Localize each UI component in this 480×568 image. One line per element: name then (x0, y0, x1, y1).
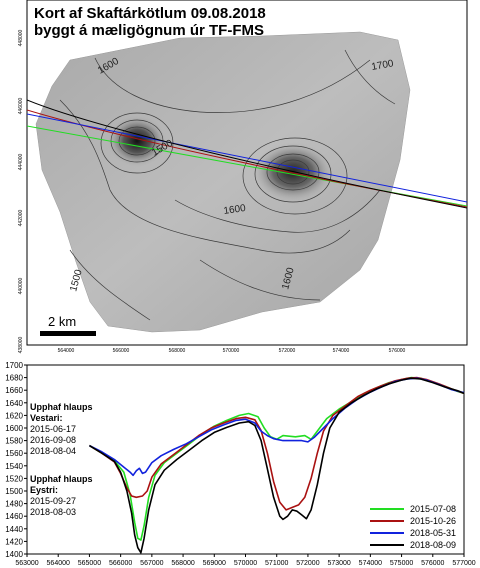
scale-bar-label: 2 km (48, 314, 76, 329)
legend-label: 2015-10-26 (410, 516, 456, 526)
y-tick-label: 1580 (5, 437, 23, 446)
west-cauldron (107, 115, 167, 167)
x-tick-label: 570000 (234, 560, 257, 567)
east-note-sub: Eystri: (30, 485, 58, 495)
y-tick-label: 1440 (5, 525, 23, 534)
west-note-date: 2018-08-04 (30, 446, 76, 456)
map-y-tick: 440000 (18, 277, 24, 294)
y-tick-label: 1620 (5, 411, 23, 420)
series-line-2015-10-26 (88, 376, 465, 511)
y-tick-label: 1680 (5, 374, 23, 383)
y-tick-label: 1520 (5, 474, 23, 483)
x-tick-label: 569000 (203, 560, 226, 567)
series-line-2018-08-09 (88, 377, 465, 554)
map-x-tick: 572000 (279, 348, 296, 354)
x-tick-label: 573000 (327, 560, 350, 567)
legend-label: 2018-08-09 (410, 540, 456, 550)
legend-label: 2015-07-08 (410, 504, 456, 514)
east-note-date: 2015-09-27 (30, 496, 76, 506)
map-x-tick: 564000 (58, 348, 75, 354)
map-x-ticks: 564000 566000 568000 570000 572000 57400… (58, 348, 406, 354)
x-tick-label: 563000 (15, 560, 38, 567)
x-tick-label: 574000 (359, 560, 382, 567)
profile-line-2018-05-31 (27, 113, 467, 203)
y-tick-label: 1480 (5, 500, 23, 509)
y-tick-label: 1400 (5, 550, 23, 559)
east-note-date: 2018-08-03 (30, 507, 76, 517)
y-tick-label: 1560 (5, 449, 23, 458)
map-title-line2: byggt á mæligögnum úr TF-FMS (34, 22, 264, 39)
y-tick-label: 1500 (5, 487, 23, 496)
scale-bar-line (40, 331, 96, 336)
map-y-tick: 438000 (18, 336, 24, 353)
profile-chart: 1400 1420 1440 1460 1480 1500 1520 1540 1560 1580… (5, 361, 476, 567)
legend-label: 2018-05-31 (410, 528, 456, 538)
x-axis: 563000 564000 565000 566000 567000 568000 5690… (15, 554, 476, 567)
map-panel: Kort af Skaftárkötlum 09.08.2018 byggt á… (18, 0, 468, 354)
legend: 2015-07-08 2015-10-26 2018-05-31 2018-08-09 (370, 504, 456, 550)
series-lines (88, 376, 465, 554)
map-title-line1: Kort af Skaftárkötlum 09.08.2018 (34, 5, 266, 22)
map-y-tick: 448000 (18, 29, 24, 46)
x-tick-label: 572000 (296, 560, 319, 567)
y-tick-label: 1540 (5, 462, 23, 471)
scale-bar: 2 km (40, 314, 96, 336)
east-onset-note: Upphaf hlaups Eystri: 2015-09-27 2018-08… (30, 474, 93, 517)
west-note-date: 2015-06-17 (30, 424, 76, 434)
profile-lines (27, 99, 467, 209)
x-tick-label: 568000 (171, 560, 194, 567)
y-tick-label: 1460 (5, 512, 23, 521)
x-tick-label: 575000 (390, 560, 413, 567)
plot-area (26, 364, 465, 555)
map-x-tick: 574000 (333, 348, 350, 354)
x-tick-label: 565000 (78, 560, 101, 567)
x-tick-label: 577000 (452, 560, 475, 567)
y-axis: 1400 1420 1440 1460 1480 1500 1520 1540 1560 1580… (5, 361, 27, 559)
east-note-heading: Upphaf hlaups (30, 474, 93, 484)
west-note-date: 2016-09-08 (30, 435, 76, 445)
map-x-tick: 568000 (169, 348, 186, 354)
x-tick-label: 567000 (140, 560, 163, 567)
x-tick-label: 571000 (265, 560, 288, 567)
y-tick-label: 1700 (5, 361, 23, 370)
x-tick-label: 566000 (109, 560, 132, 567)
map-x-tick: 566000 (113, 348, 130, 354)
west-note-heading: Upphaf hlaups (30, 402, 93, 412)
x-tick-label: 576000 (421, 560, 444, 567)
west-onset-note: Upphaf hlaups Vestari: 2015-06-17 2016-0… (30, 402, 93, 456)
y-tick-label: 1420 (5, 537, 23, 546)
x-tick-label: 564000 (47, 560, 70, 567)
y-tick-label: 1600 (5, 424, 23, 433)
contour-label: 1600 (223, 203, 247, 217)
west-note-sub: Vestari: (30, 413, 63, 423)
y-tick-label: 1640 (5, 399, 23, 408)
map-x-tick: 576000 (389, 348, 406, 354)
y-tick-label: 1660 (5, 386, 23, 395)
map-y-tick: 446000 (18, 97, 24, 114)
map-y-tick: 444000 (18, 153, 24, 170)
map-y-tick: 442000 (18, 209, 24, 226)
terrain-dem (35, 31, 411, 333)
contour-label: 1700 (371, 58, 395, 73)
profile-line-2018-08-09 (27, 99, 467, 209)
map-x-tick: 570000 (223, 348, 240, 354)
map-y-ticks: 448000 446000 444000 442000 440000 43800… (18, 29, 24, 353)
